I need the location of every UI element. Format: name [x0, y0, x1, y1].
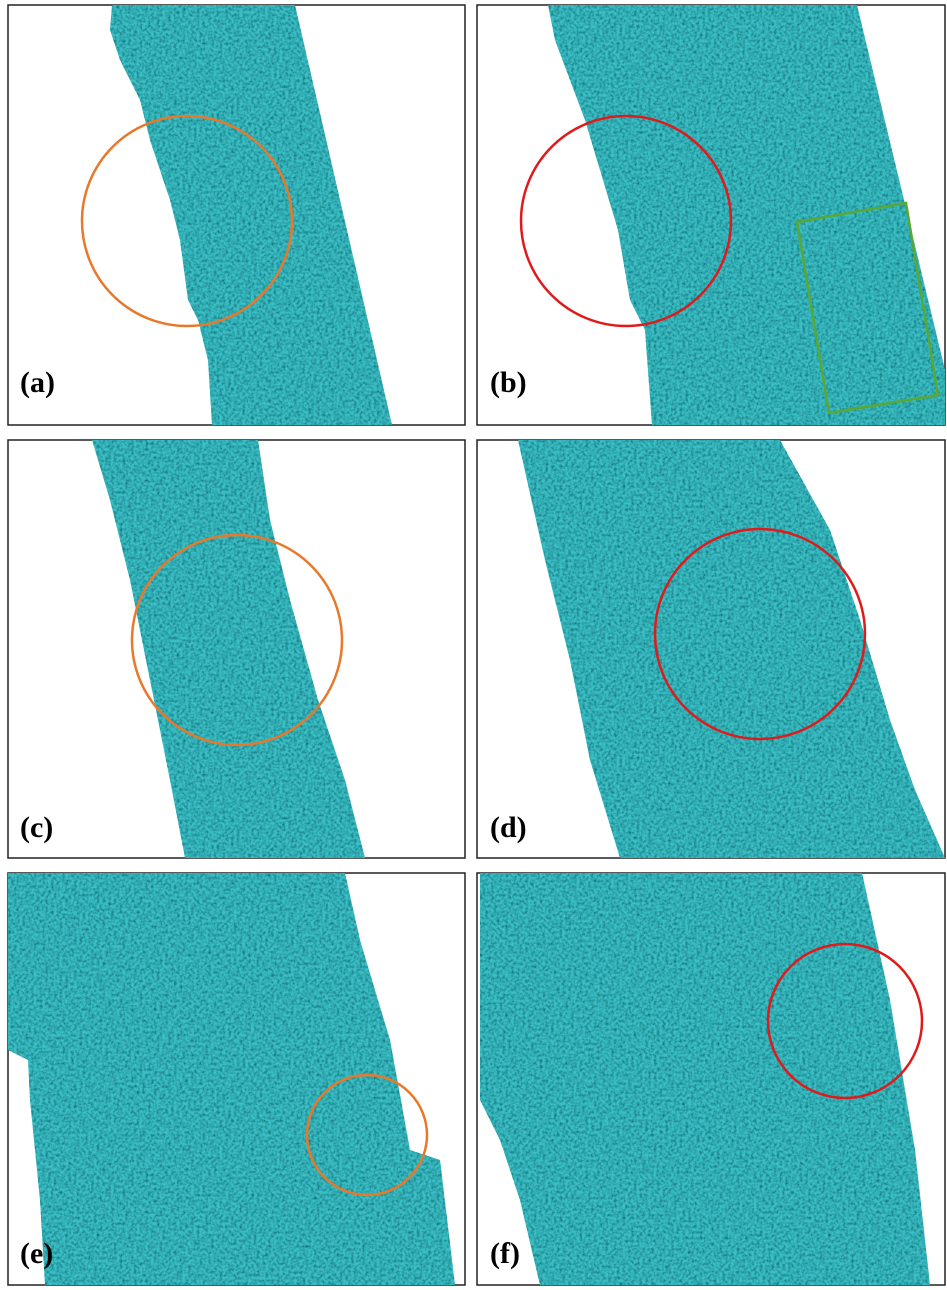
panel-b: (b)	[477, 5, 945, 425]
panel-label: (b)	[490, 366, 527, 399]
panel-label: (e)	[20, 1237, 53, 1270]
panel-a: (a)	[8, 5, 465, 425]
panel-label: (d)	[490, 811, 527, 844]
figure: (a) (b) (c) (d) (e)	[0, 0, 947, 1290]
panel-f: (f)	[477, 873, 945, 1285]
page: {"panels": [{"label": "(a)"}, {"label": …	[0, 0, 947, 1290]
panel-label: (a)	[20, 366, 55, 399]
scan-strip	[480, 873, 930, 1285]
panel-d: (d)	[477, 440, 945, 858]
panel-e: (e)	[8, 873, 465, 1285]
panel-c: (c)	[8, 440, 465, 858]
panel-label: (f)	[490, 1237, 520, 1270]
panel-label: (c)	[20, 811, 53, 844]
